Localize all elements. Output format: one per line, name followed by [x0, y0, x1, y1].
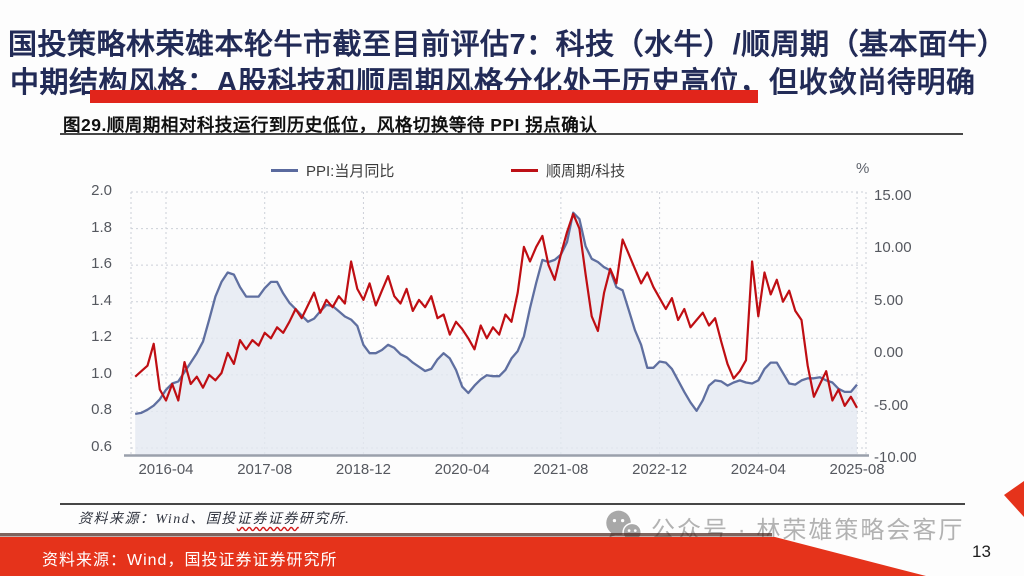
axis-tick-label: 5.00: [874, 291, 904, 309]
axis-tick-label: 2025-08: [829, 461, 885, 478]
axis-tick-label: 2017-08: [237, 461, 293, 478]
axis-tick-label: 2.0: [91, 182, 112, 199]
figure-source-rule: [60, 503, 965, 505]
legend-label-ppi: PPI:当月同比: [306, 163, 395, 180]
axis-tick-label: 15.00: [874, 187, 912, 204]
axis-tick-label: 0.00: [874, 344, 904, 362]
axis-tick-label: 10.00: [874, 239, 912, 257]
figure-source-suffix: 研究所.: [298, 512, 351, 527]
ratio-line-series: [134, 212, 858, 409]
legend-label-ratio: 顺周期/科技: [546, 163, 626, 180]
wechat-icon: [606, 510, 642, 544]
axis-tick-label: 0.6: [91, 437, 112, 455]
axis-tick-label: 1.6: [91, 255, 112, 273]
page-number: 13: [972, 542, 991, 561]
ppi-area-fill: [135, 212, 857, 456]
legend-line-swatch-blue: [271, 169, 298, 172]
legend-line-swatch-red: [511, 169, 538, 172]
axis-tick-label: 1.0: [91, 364, 112, 382]
axis-tick-label: 2018-12: [335, 461, 391, 478]
slide-title-line1: 国投策略林荣雄本轮牛市截至目前评估7：科技（水牛）/顺周期（基本面牛）: [8, 29, 1007, 61]
axis-tick-label: 2021-08: [533, 461, 589, 478]
figure-source-prefix: 资料来源：Wind、国投: [78, 512, 237, 527]
axis-tick-label: -10.00: [874, 449, 917, 466]
title-underline-bar: [90, 90, 758, 103]
axis-tick-label: -5.00: [874, 396, 909, 414]
figure-source-text: 资料来源：Wind、国投证券证券研究所.: [78, 508, 350, 528]
axis-tick-label: 0.8: [91, 401, 112, 419]
figure-title-rule: [60, 133, 963, 135]
axis-tick-label: 2022-12: [632, 461, 688, 478]
figure-title: 图29.顺周期相对科技运行到历史低位，风格切换等待 PPI 拐点确认: [63, 115, 598, 135]
footer-source: 资料来源：Wind，国投证券证券研究所: [42, 552, 338, 569]
axis-tick-label: 1.2: [91, 328, 112, 346]
axis-tick-label: 1.8: [91, 218, 112, 236]
ppi-line-series: [135, 211, 858, 416]
watermark: 公众号 · 林荣雄策略会客厅: [604, 509, 964, 545]
figure-source-wavy-part: 证券证券: [236, 512, 299, 527]
legend-item-ppi: PPI:当月同比: [271, 160, 394, 181]
right-axis-unit-label: %: [856, 160, 870, 177]
legend-item-ratio: 顺周期/科技: [511, 160, 625, 181]
axis-tick-label: 2016-04: [138, 461, 194, 478]
axis-tick-label: 2024-04: [730, 461, 786, 478]
watermark-text: 公众号 · 林荣雄策略会客厅: [651, 516, 965, 544]
axis-tick-label: 1.4: [91, 291, 112, 309]
axis-tick-label: 2020-04: [434, 461, 490, 478]
